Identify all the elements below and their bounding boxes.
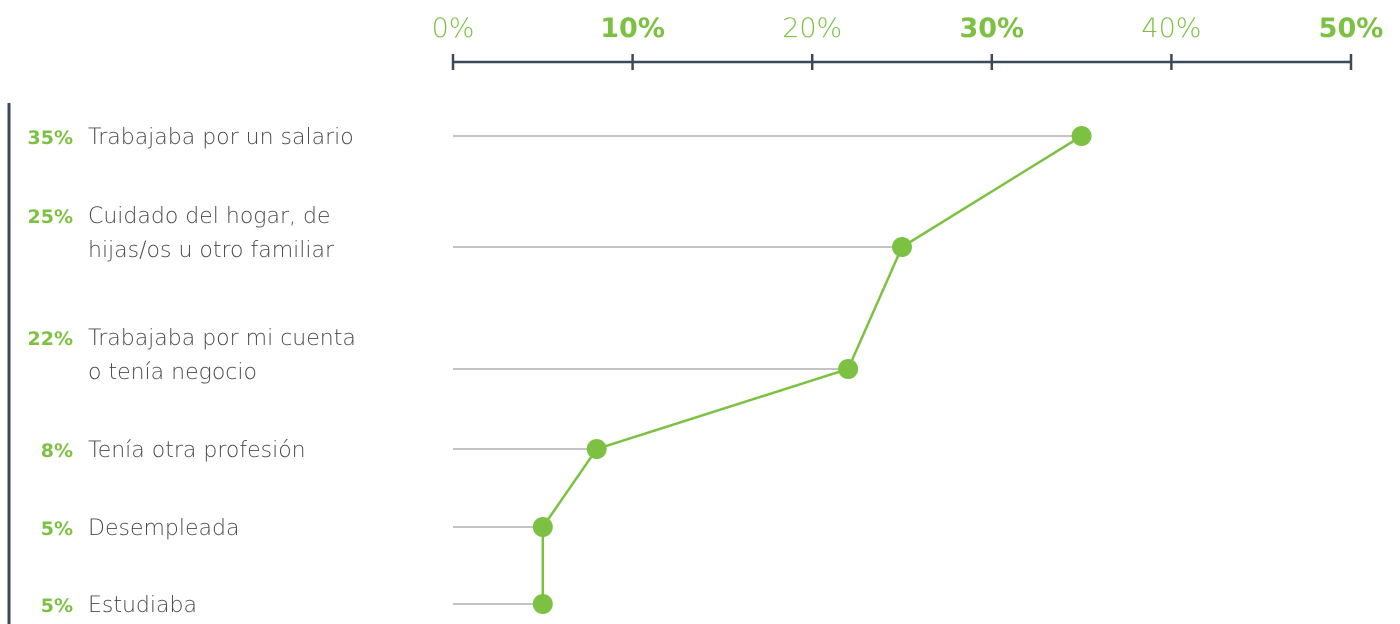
row-labels: 35% Trabajaba por un salario 25% Cuidado de… <box>28 125 356 618</box>
data-point <box>838 359 859 379</box>
row-category-label: Estudiaba <box>88 593 197 618</box>
data-point <box>532 517 553 537</box>
row-guide-lines <box>453 135 1082 605</box>
x-tick-label: 40% <box>1141 13 1201 44</box>
row-category-label: Tenía otra profesión <box>88 438 306 463</box>
row-value-label: 35% <box>28 127 73 149</box>
row-value-label: 22% <box>28 328 73 350</box>
data-point <box>892 237 912 257</box>
x-tick-label: 30% <box>959 13 1024 44</box>
data-points <box>532 126 1092 614</box>
row-value-label: 8% <box>41 440 73 462</box>
series-line <box>541 134 1083 604</box>
x-axis: 0% 10% 20% 30% 40% 50% <box>432 13 1384 70</box>
row-category-label: o tenía negocio <box>88 360 257 385</box>
x-tick-label: 0% <box>432 13 475 44</box>
row-category-label: Trabajaba por un salario <box>88 125 354 150</box>
x-tick-label: 20% <box>782 13 842 44</box>
x-tick-label: 50% <box>1319 13 1384 44</box>
row-category-label: Cuidado del hogar, de <box>88 204 331 229</box>
row-value-label: 5% <box>41 518 73 540</box>
data-point <box>532 594 553 614</box>
row-category-label: Desempleada <box>88 516 239 541</box>
row-value-label: 5% <box>41 595 73 617</box>
row-category-label: Trabajaba por mi cuenta <box>88 326 356 351</box>
data-point <box>586 439 607 459</box>
x-tick-label: 10% <box>600 13 665 44</box>
row-value-label: 25% <box>28 206 73 228</box>
data-point <box>1071 126 1092 146</box>
row-category-label: hijas/os u otro familiar <box>88 238 335 263</box>
